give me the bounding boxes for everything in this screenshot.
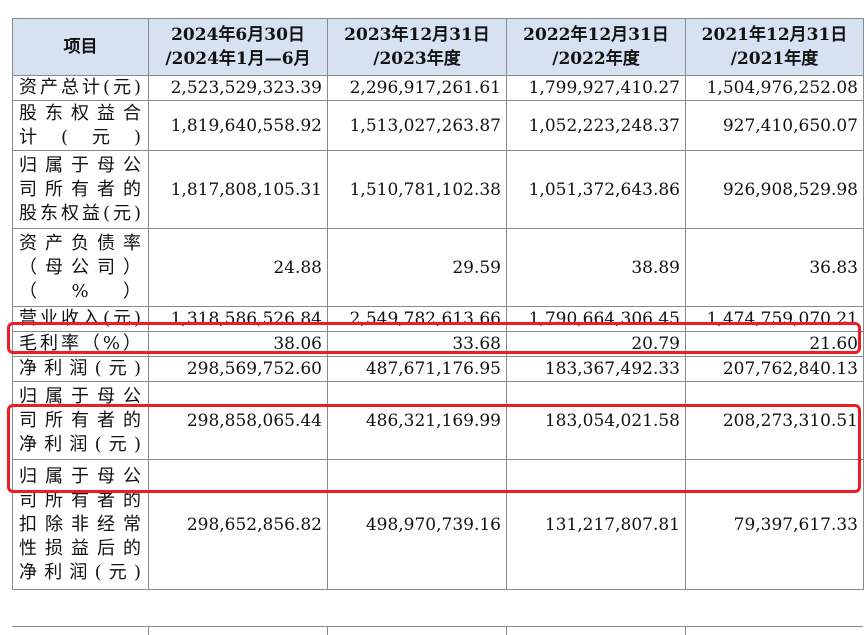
cell-value: 207,762,840.13 — [685, 356, 864, 382]
cell-value: 1,817,808,105.31 — [148, 150, 328, 229]
cell-value: 183,367,492.33 — [506, 356, 686, 382]
cell-value: 498,970,739.16 — [327, 459, 507, 590]
cell-value: 33.68 — [327, 331, 507, 357]
row-label: 资产负债率 （母公司） （%） — [12, 228, 149, 307]
header-col-2023: 2023年12月31日 /2023年度 — [327, 18, 507, 76]
row-total-assets: 资产总计(元) 2,523,529,323.39 2,296,917,261.6… — [12, 75, 864, 101]
cell-value: 2,549,782,613.66 — [327, 306, 507, 332]
row-parent-net-profit: 归属于母公 司所有者的 净利润(元) 298,858,065.44 486,32… — [12, 381, 864, 460]
cell-value: 183,054,021.58 — [506, 381, 686, 460]
cell-value: 1,474,759,070.21 — [685, 306, 864, 332]
row-net-profit: 净利润(元) 298,569,752.60 487,671,176.95 183… — [12, 356, 864, 382]
cell-value: 1,790,664,306.45 — [506, 306, 686, 332]
row-label: 资产总计(元) — [12, 75, 149, 101]
financial-summary-table: 项目 2024年6月30日 /2024年1月—6月 2023年12月31日 /2… — [12, 18, 864, 590]
row-label: 归属于母公 司所有者的 扣除非经常 性损益后的 净利润(元) — [12, 459, 149, 590]
cell-value: 24.88 — [148, 228, 328, 307]
header-col-2021: 2021年12月31日 /2021年度 — [685, 18, 864, 76]
row-total-equity: 股东权益合 计(元) 1,819,640,558.92 1,513,027,26… — [12, 100, 864, 151]
cell-value: 21.60 — [685, 331, 864, 357]
cell-value: 1,052,223,248.37 — [506, 100, 686, 151]
financial-table-container: 项目 2024年6月30日 /2024年1月—6月 2023年12月31日 /2… — [12, 18, 864, 590]
row-label: 股东权益合 计(元) — [12, 100, 149, 151]
cell-value: 487,671,176.95 — [327, 356, 507, 382]
cell-value: 1,513,027,263.87 — [327, 100, 507, 151]
cell-value: 131,217,807.81 — [506, 459, 686, 590]
cell-value: 926,908,529.98 — [685, 150, 864, 229]
row-label: 归属于母公 司所有者的 股东权益(元) — [12, 150, 149, 229]
cell-value: 1,051,372,643.86 — [506, 150, 686, 229]
cell-value: 298,652,856.82 — [148, 459, 328, 590]
cell-value: 1,819,640,558.92 — [148, 100, 328, 151]
cell-value: 36.83 — [685, 228, 864, 307]
table-header-row: 项目 2024年6月30日 /2024年1月—6月 2023年12月31日 /2… — [12, 18, 864, 76]
row-parent-equity: 归属于母公 司所有者的 股东权益(元) 1,817,808,105.31 1,5… — [12, 150, 864, 229]
cell-value: 38.89 — [506, 228, 686, 307]
header-col-2022: 2022年12月31日 /2022年度 — [506, 18, 686, 76]
row-label: 毛利率（%） — [12, 331, 149, 357]
cell-value: 486,321,169.99 — [327, 381, 507, 460]
cell-value: 2,523,529,323.39 — [148, 75, 328, 101]
cell-value: 298,858,065.44 — [148, 381, 328, 460]
cell-value: 79,397,617.33 — [685, 459, 864, 590]
cell-value: 38.06 — [148, 331, 328, 357]
row-revenue: 营业收入(元) 1,318,586,526.84 2,549,782,613.6… — [12, 306, 864, 332]
row-gross-margin: 毛利率（%） 38.06 33.68 20.79 21.60 — [12, 331, 864, 357]
row-debt-ratio: 资产负债率 （母公司） （%） 24.88 29.59 38.89 36.83 — [12, 228, 864, 307]
row-label: 归属于母公 司所有者的 净利润(元) — [12, 381, 149, 460]
cell-value: 1,799,927,410.27 — [506, 75, 686, 101]
cell-value: 20.79 — [506, 331, 686, 357]
row-parent-net-profit-excl-nonrecurring: 归属于母公 司所有者的 扣除非经常 性损益后的 净利润(元) 298,652,8… — [12, 459, 864, 590]
row-label: 净利润(元) — [12, 356, 149, 382]
cell-value: 208,273,310.51 — [685, 381, 864, 460]
header-col-2024h1: 2024年6月30日 /2024年1月—6月 — [148, 18, 328, 76]
header-item: 项目 — [12, 18, 149, 76]
cell-value: 29.59 — [327, 228, 507, 307]
cell-value: 1,504,976,252.08 — [685, 75, 864, 101]
cell-value: 1,510,781,102.38 — [327, 150, 507, 229]
cell-value: 298,569,752.60 — [148, 356, 328, 382]
cell-value: 2,296,917,261.61 — [327, 75, 507, 101]
row-label: 营业收入(元) — [12, 306, 149, 332]
cell-value: 927,410,650.07 — [685, 100, 864, 151]
cell-value: 1,318,586,526.84 — [148, 306, 328, 332]
truncated-next-row — [12, 626, 863, 635]
